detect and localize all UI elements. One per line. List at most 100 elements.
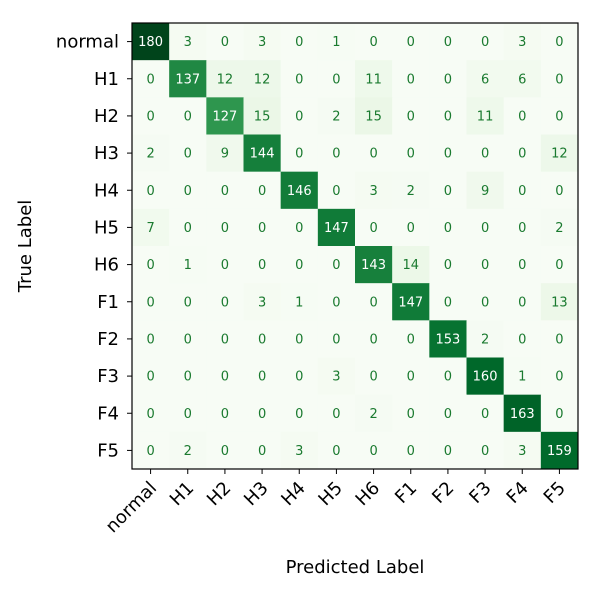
heatmap-cell-labels: 180 3 0 3 0 1 0 0 0 0 3 00 137 12 12 0 0 11 0 0 6 6 00 0 127 15 0 2…: [138, 35, 572, 459]
cell-value-label: 0: [258, 407, 266, 422]
heatmap-cell: [280, 357, 319, 396]
y-tick-label: normal: [56, 32, 119, 53]
x-tick-label: H4: [277, 478, 310, 511]
cell-value-label: 0: [444, 370, 452, 385]
cell-value-label: 0: [146, 184, 154, 199]
y-axis-ticks: normal H1 H2 H3 H4 H5 H6 F1 F2 F3 F4 F5: [56, 32, 132, 461]
cell-value-label: 0: [407, 221, 415, 236]
heatmap-cell: [206, 97, 244, 135]
heatmap-cell: [355, 394, 393, 433]
cell-value-label: 0: [258, 332, 266, 347]
heatmap-cell: [243, 134, 282, 173]
cell-value-label: 0: [555, 332, 563, 347]
cell-value-label: 0: [184, 109, 192, 124]
y-tick-label: H2: [94, 106, 119, 127]
heatmap-cell: [280, 208, 319, 247]
cell-value-label: 0: [221, 370, 229, 385]
heatmap-cell: [355, 357, 393, 396]
heatmap-cell: [503, 23, 542, 61]
cell-value-label: 0: [295, 370, 303, 385]
cell-value-label: 9: [481, 184, 489, 199]
heatmap-cell: [206, 394, 244, 433]
heatmap-cell: [392, 97, 430, 135]
heatmap-cell: [280, 171, 319, 210]
heatmap-cell: [243, 208, 282, 247]
heatmap-cell: [280, 134, 319, 173]
cell-value-label: 0: [332, 444, 340, 459]
cell-value-label: 3: [258, 295, 266, 310]
cell-value-label: 0: [221, 35, 229, 50]
cell-value-label: 153: [436, 332, 461, 347]
cell-value-label: 2: [407, 184, 415, 199]
heatmap-cell: [466, 320, 505, 358]
heatmap-cells: [132, 23, 579, 470]
heatmap-cell: [392, 134, 430, 173]
cell-value-label: 3: [518, 444, 526, 459]
cell-value-label: 0: [481, 147, 489, 162]
heatmap-cell: [355, 283, 393, 321]
x-tick-label: F3: [465, 478, 495, 508]
cell-value-label: 14: [402, 258, 419, 273]
cell-value-label: 2: [555, 221, 563, 236]
heatmap-cell: [317, 23, 356, 61]
cell-value-label: 1: [332, 35, 340, 50]
heatmap-cell: [466, 283, 505, 321]
x-tick-label: normal: [102, 478, 161, 537]
cell-value-label: 0: [481, 221, 489, 236]
cell-value-label: 0: [295, 221, 303, 236]
heatmap-cell: [132, 394, 170, 433]
heatmap-cell: [429, 357, 467, 396]
heatmap-cell: [429, 246, 467, 284]
heatmap-cell: [429, 283, 467, 321]
cell-value-label: 0: [221, 444, 229, 459]
heatmap-cell: [466, 394, 505, 433]
cell-value-label: 0: [332, 184, 340, 199]
heatmap-cell: [280, 246, 319, 284]
cell-value-label: 0: [407, 72, 415, 87]
heatmap-cell: [169, 283, 207, 321]
cell-value-label: 0: [481, 35, 489, 50]
heatmap-cell: [280, 431, 319, 470]
y-tick-label: F5: [97, 440, 119, 461]
cell-value-label: 2: [481, 332, 489, 347]
cell-value-label: 0: [518, 295, 526, 310]
cell-value-label: 1: [295, 295, 303, 310]
cell-value-label: 0: [184, 221, 192, 236]
cell-value-label: 0: [258, 258, 266, 273]
heatmap-cell: [243, 431, 282, 470]
cell-value-label: 0: [407, 370, 415, 385]
heatmap-cell: [466, 431, 505, 470]
cell-value-label: 144: [250, 147, 275, 162]
heatmap-cell: [540, 394, 579, 433]
cell-value-label: 0: [555, 109, 563, 124]
heatmap-cell: [540, 171, 579, 210]
heatmap-cell: [132, 171, 170, 210]
heatmap-cell: [429, 320, 467, 358]
cell-value-label: 13: [551, 295, 568, 310]
cell-value-label: 0: [221, 332, 229, 347]
cell-value-label: 0: [555, 258, 563, 273]
cell-value-label: 0: [481, 407, 489, 422]
heatmap-cell: [169, 208, 207, 247]
cell-value-label: 12: [254, 72, 271, 87]
heatmap-cell: [540, 246, 579, 284]
cell-value-label: 163: [510, 407, 535, 422]
y-tick-label: F2: [97, 329, 119, 350]
heatmap-cell: [280, 320, 319, 358]
heatmap-cell: [169, 60, 207, 98]
y-tick-label: H1: [94, 69, 119, 90]
cell-value-label: 9: [221, 147, 229, 162]
heatmap-cell: [280, 97, 319, 135]
x-tick-label: H5: [314, 478, 347, 511]
cell-value-label: 0: [444, 35, 452, 50]
cell-value-label: 147: [398, 295, 423, 310]
heatmap-cell: [540, 431, 579, 470]
cell-value-label: 127: [213, 109, 238, 124]
y-tick-label: F4: [97, 403, 119, 424]
cell-value-label: 0: [184, 370, 192, 385]
x-tick-label: H2: [203, 478, 236, 511]
heatmap-cell: [206, 208, 244, 247]
heatmap-cell: [132, 97, 170, 135]
cell-value-label: 0: [258, 444, 266, 459]
cell-value-label: 0: [444, 72, 452, 87]
